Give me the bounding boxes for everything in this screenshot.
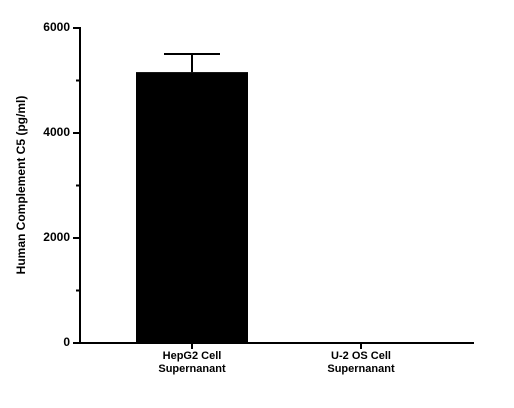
y-tick-label: 2000 <box>43 230 70 244</box>
error-bar <box>164 52 220 73</box>
y-axis-label: Human Complement C5 (pg/ml) <box>14 96 28 275</box>
y-tick-label: 4000 <box>43 125 70 139</box>
bar <box>136 72 248 343</box>
x-tick-label: HepG2 Cell Supernanant <box>158 350 226 375</box>
y-tick-label: 6000 <box>43 20 70 34</box>
x-tick-label: U-2 OS Cell Supernanant <box>327 350 395 375</box>
y-tick-label: 0 <box>63 335 70 349</box>
